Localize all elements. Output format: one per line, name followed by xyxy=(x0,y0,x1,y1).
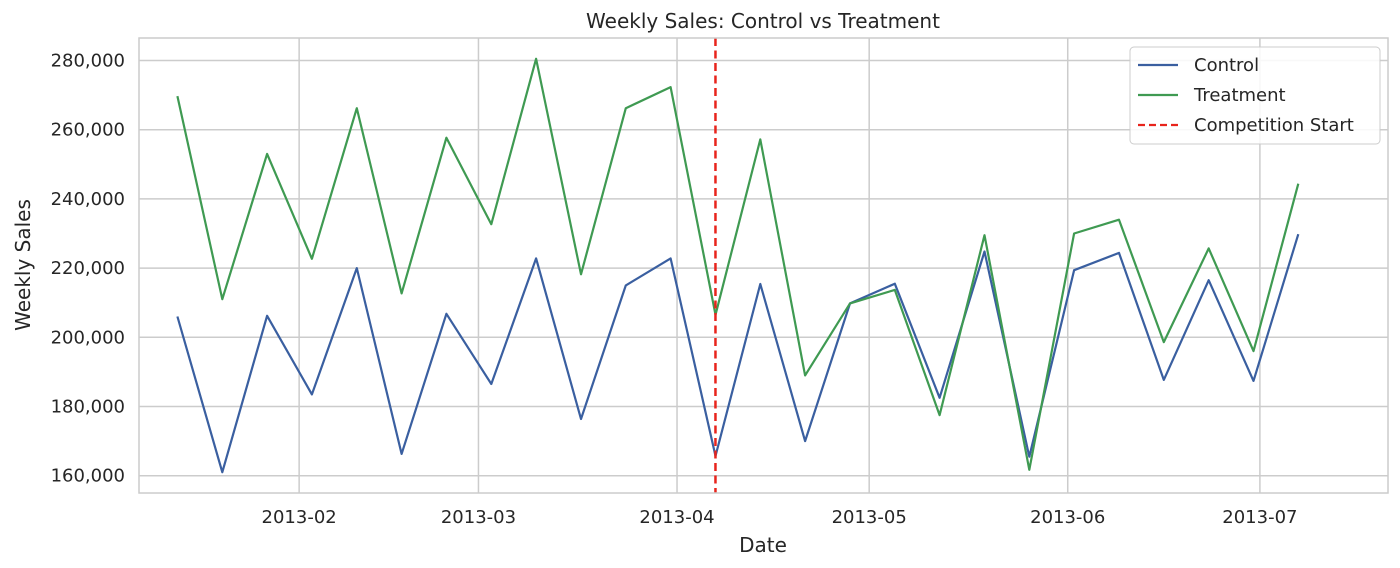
series-layer xyxy=(176,57,1300,474)
x-tick-label: 2013-04 xyxy=(639,507,714,528)
series-line-treatment xyxy=(176,57,1300,471)
y-tick-label: 220,000 xyxy=(51,258,125,279)
legend-box xyxy=(1129,46,1381,145)
x-axis-ticks: 2013-02 2013-03 2013-04 2013-05 2013-06 2013-… xyxy=(262,507,1298,528)
y-tick-label: 160,000 xyxy=(51,466,125,487)
x-axis-label: Date xyxy=(739,533,787,557)
y-tick-label: 260,000 xyxy=(51,120,125,141)
y-tick-label: 180,000 xyxy=(51,396,125,417)
x-tick-label: 2013-02 xyxy=(262,507,337,528)
y-tick-label: 240,000 xyxy=(51,189,125,210)
legend-label: Competition Start xyxy=(1194,115,1354,136)
legend: Control Treatment Competition Start xyxy=(1129,46,1381,145)
x-tick-label: 2013-05 xyxy=(832,507,907,528)
legend-label: Control xyxy=(1194,55,1259,76)
plot-frame xyxy=(138,37,1389,494)
chart-title: Weekly Sales: Control vs Treatment xyxy=(586,9,940,33)
x-tick-label: 2013-06 xyxy=(1030,507,1105,528)
y-axis-ticks: 160,000 180,000 200,000 220,000 240,000 260,0… xyxy=(51,50,125,486)
y-axis-label: Weekly Sales xyxy=(11,199,35,331)
y-tick-label: 200,000 xyxy=(51,327,125,348)
x-tick-label: 2013-07 xyxy=(1222,507,1297,528)
x-tick-label: 2013-03 xyxy=(441,507,516,528)
y-tick-label: 280,000 xyxy=(51,50,125,71)
legend-label: Treatment xyxy=(1193,85,1286,106)
series-line-control xyxy=(176,233,1300,474)
